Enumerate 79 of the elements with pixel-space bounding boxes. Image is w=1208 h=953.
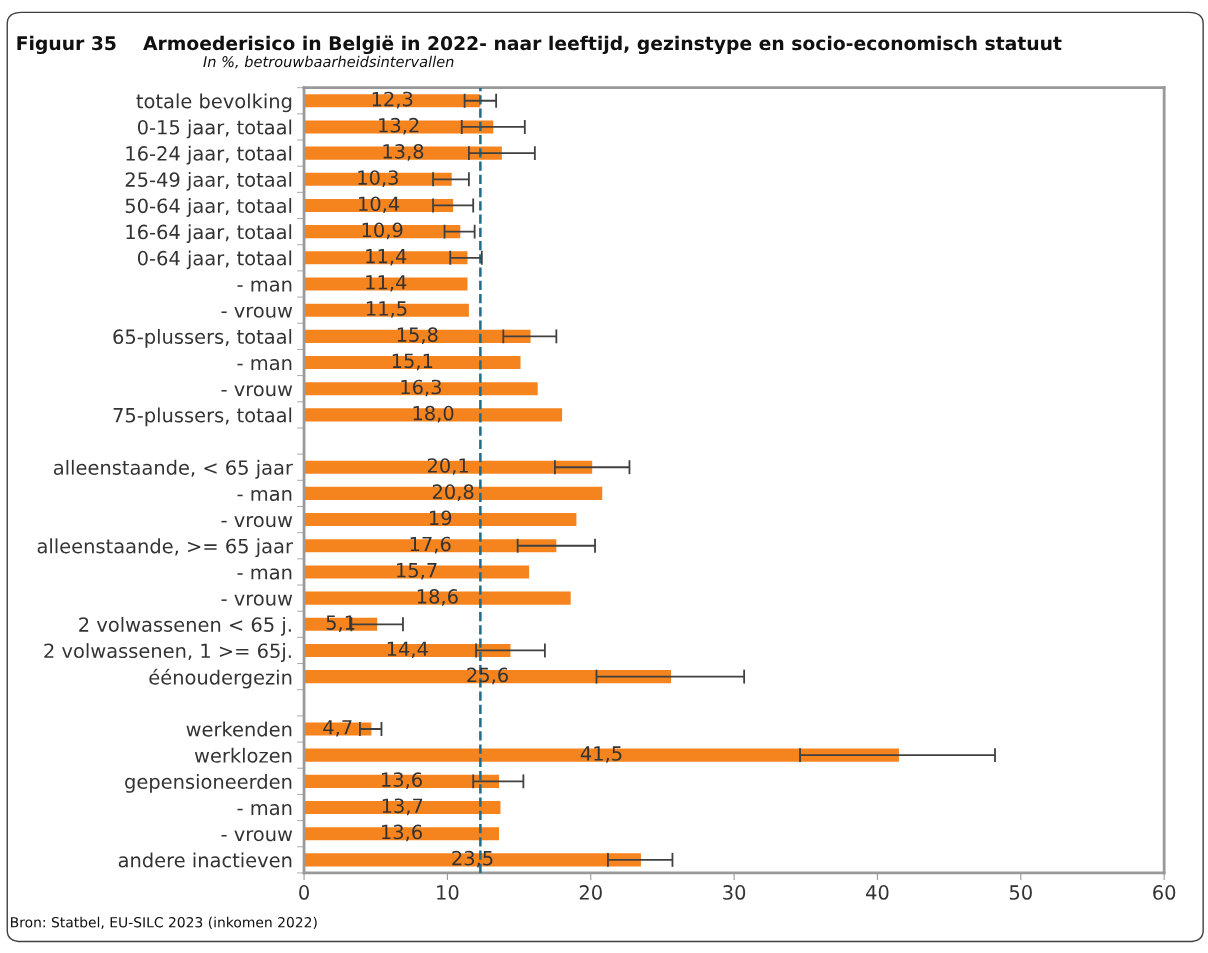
- y-tick-label: éénoudergezin: [149, 668, 292, 689]
- y-tick-label: 16-24 jaar, totaal: [126, 145, 292, 165]
- x-tick-label: 0: [299, 885, 309, 900]
- y-tick-label: alleenstaande, >= 65 jaar: [37, 538, 293, 558]
- data-label: 10,9: [362, 222, 403, 240]
- y-tick-label: 50-64 jaar, totaal: [125, 198, 292, 217]
- y-tick-label: 0-64 jaar, totaal: [137, 250, 292, 270]
- x-tick-label: 10: [437, 885, 459, 900]
- data-label: 17,6: [410, 536, 451, 554]
- data-label: 15,8: [397, 327, 438, 344]
- bar: [304, 460, 593, 474]
- data-label: 15,7: [397, 563, 437, 580]
- data-label: 13,2: [379, 117, 419, 135]
- bar: [304, 591, 571, 605]
- x-tick-label: 40: [866, 885, 889, 900]
- data-label: 11,4: [366, 275, 407, 292]
- x-tick-label: 20: [579, 885, 602, 900]
- bar: [304, 748, 899, 762]
- y-tick-label: gepensioneerden: [125, 773, 292, 793]
- y-tick-label: andere inactieven: [118, 852, 292, 868]
- data-label: 20,1: [427, 458, 468, 475]
- data-label: 13,6: [382, 824, 422, 842]
- y-tick-label: - man: [237, 280, 292, 292]
- x-tick-label: 60: [1153, 885, 1176, 900]
- chart-subtitle: In %, betrouwbaarheidsintervallen: [203, 55, 454, 69]
- y-tick-label: 16-64 jaar, totaal: [126, 224, 292, 244]
- data-label: 12,3: [372, 91, 413, 109]
- y-tick-label: - man: [237, 804, 292, 816]
- bar: [304, 643, 511, 657]
- bar: [304, 251, 468, 265]
- y-tick-label: - vrouw: [221, 306, 293, 318]
- data-label: 14,4: [387, 641, 428, 659]
- bar: [304, 486, 603, 500]
- bar: [304, 329, 531, 343]
- data-label: 13,6: [382, 772, 422, 789]
- data-label: 25,6: [467, 667, 508, 685]
- data-label: 11,5: [366, 301, 407, 318]
- y-tick-label: - man: [237, 359, 292, 371]
- y-tick-label: 0-15 jaar, totaal: [137, 119, 292, 139]
- y-tick-label: 2 volwassenen < 65 j.: [79, 616, 291, 636]
- y-tick-label: - vrouw: [221, 594, 293, 606]
- bar: [304, 277, 468, 291]
- y-tick-label: 25-49 jaar, totaal: [125, 171, 292, 191]
- x-tick-label: 50: [1009, 885, 1032, 900]
- y-tick-label: alleenstaande, < 65 jaar: [53, 459, 293, 479]
- bar: [304, 146, 502, 160]
- data-label: 13,8: [383, 144, 424, 161]
- data-label: 18,6: [417, 589, 458, 606]
- bar: [304, 303, 469, 317]
- y-tick-label: werkenden: [186, 721, 292, 737]
- bar: [304, 355, 521, 370]
- y-tick-label: - vrouw: [221, 516, 293, 528]
- y-tick-label: totale bevolking: [136, 93, 292, 113]
- y-tick-label: - vrouw: [221, 830, 293, 842]
- bar: [304, 800, 501, 815]
- data-label: 10,3: [358, 170, 398, 187]
- data-label: 10,4: [359, 196, 400, 214]
- y-tick-label: 65-plussers, totaal: [113, 328, 292, 348]
- y-tick-label: 75-plussers, totaal: [113, 407, 292, 427]
- y-tick-label: 2 volwassenen, 1 >= 65j.: [44, 643, 291, 662]
- data-label: 16,3: [401, 379, 441, 397]
- data-label: 41,5: [580, 746, 622, 763]
- data-label: 11,4: [366, 249, 407, 266]
- data-label: 13,7: [382, 798, 423, 816]
- y-tick-label: - man: [237, 489, 292, 502]
- data-label: 20,8: [432, 484, 474, 502]
- data-label: 18,0: [413, 405, 454, 423]
- data-label: 15,1: [392, 353, 433, 371]
- data-label: 4,7: [323, 720, 352, 737]
- x-tick-label: 30: [723, 885, 746, 900]
- bar: [304, 565, 530, 579]
- text: Bron: Statbel, EU-SILC 2023 (inkomen 2022): [11, 916, 317, 930]
- data-label: 23,5: [452, 850, 493, 868]
- bar: [304, 722, 372, 736]
- y-tick-label: werklozen: [194, 747, 292, 763]
- y-tick-label: - vrouw: [221, 385, 293, 397]
- data-label: 19: [430, 510, 452, 526]
- chart-title: Figuur 35 Armoederisico in België in 2022- naar leeftijd, gezinstype en socio-economisch statuut: [17, 35, 1062, 55]
- y-tick-label: - man: [237, 568, 292, 580]
